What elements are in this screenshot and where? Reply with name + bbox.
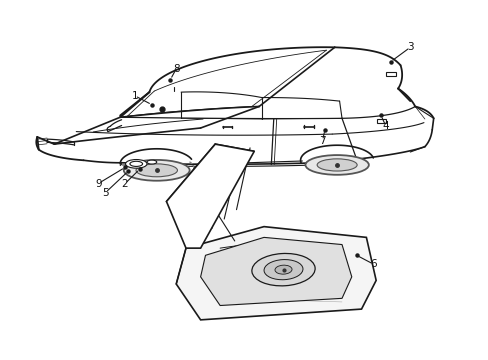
Text: 2: 2 (122, 179, 128, 189)
Polygon shape (176, 226, 375, 320)
Polygon shape (200, 237, 351, 306)
Ellipse shape (317, 159, 356, 171)
Ellipse shape (251, 253, 314, 286)
Ellipse shape (305, 155, 368, 175)
FancyBboxPatch shape (376, 119, 385, 123)
FancyBboxPatch shape (385, 72, 395, 76)
Ellipse shape (274, 265, 291, 274)
Ellipse shape (123, 160, 189, 181)
Text: 5: 5 (102, 188, 109, 198)
Text: 7: 7 (319, 136, 325, 145)
Text: 1: 1 (131, 91, 138, 101)
Text: 6: 6 (369, 259, 376, 269)
Text: 4: 4 (382, 121, 388, 131)
Ellipse shape (125, 159, 147, 168)
Ellipse shape (147, 160, 157, 164)
Text: 9: 9 (95, 179, 102, 189)
Ellipse shape (136, 164, 177, 177)
Polygon shape (166, 144, 254, 248)
Ellipse shape (130, 161, 142, 166)
Text: 8: 8 (173, 64, 179, 74)
Ellipse shape (264, 260, 303, 280)
Text: 3: 3 (406, 42, 413, 52)
